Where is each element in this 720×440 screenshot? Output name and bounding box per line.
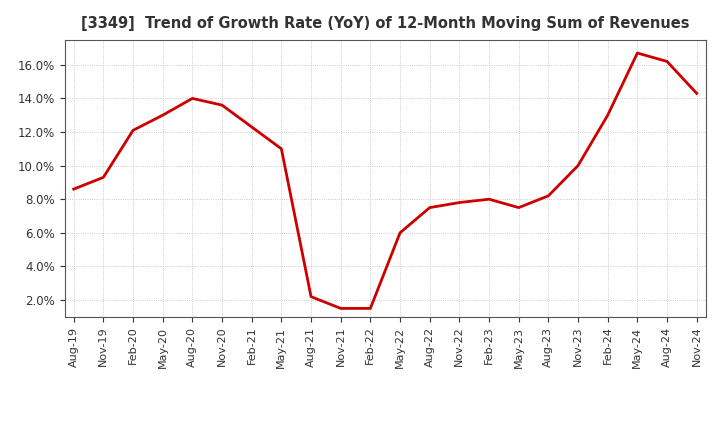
Title: [3349]  Trend of Growth Rate (YoY) of 12-Month Moving Sum of Revenues: [3349] Trend of Growth Rate (YoY) of 12-… — [81, 16, 690, 32]
